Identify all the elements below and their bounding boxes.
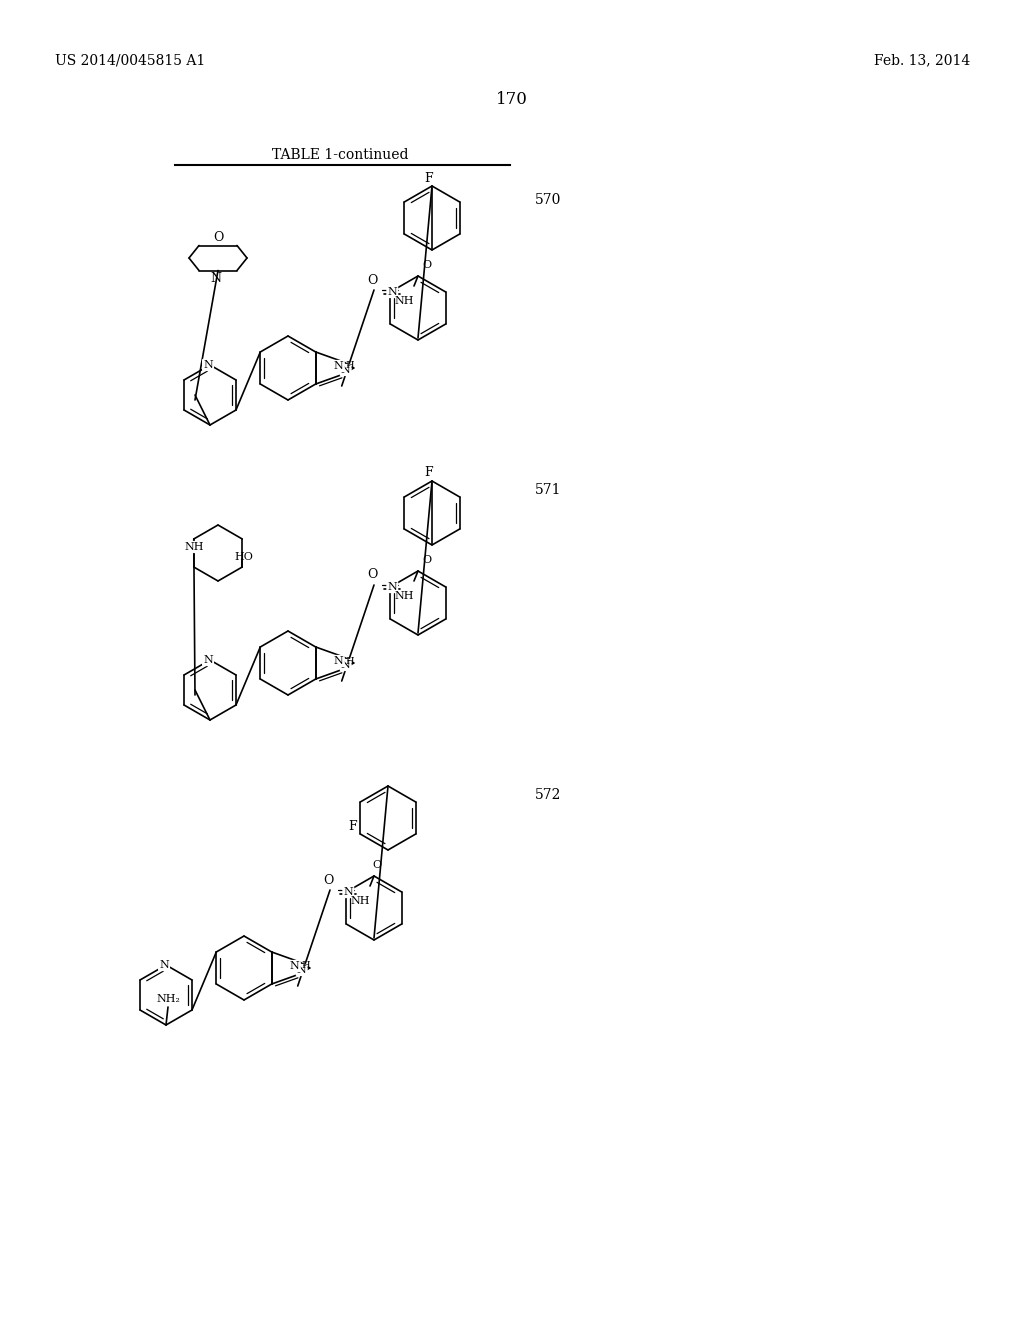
Text: 572: 572 [535,788,561,803]
Text: 570: 570 [535,193,561,207]
Text: N: N [203,360,213,370]
Text: NH: NH [394,591,414,601]
Text: N: N [334,656,344,667]
Text: F: F [425,466,433,479]
Text: NH: NH [184,543,204,552]
Text: 571: 571 [535,483,561,498]
Text: O: O [423,260,431,271]
Text: TABLE 1-continued: TABLE 1-continued [271,148,409,162]
Text: N: N [341,366,350,375]
Text: N: N [211,272,221,285]
Text: N: N [290,961,300,972]
Text: O: O [213,231,223,244]
Text: Feb. 13, 2014: Feb. 13, 2014 [873,53,970,67]
Text: N: N [203,655,213,665]
Text: O: O [323,874,333,887]
Text: O: O [367,273,377,286]
Text: N: N [387,582,397,591]
Text: O: O [423,554,431,565]
Text: N: N [343,887,353,898]
Text: NH: NH [350,896,370,906]
Text: N: N [159,960,169,970]
Text: N: N [297,965,306,975]
Text: H: H [301,961,310,970]
Text: NH: NH [394,296,414,306]
Text: H: H [345,656,354,665]
Text: H: H [345,362,354,371]
Text: US 2014/0045815 A1: US 2014/0045815 A1 [55,53,205,67]
Text: F: F [425,172,433,185]
Text: F: F [348,820,356,833]
Text: N: N [387,286,397,297]
Text: N: N [341,660,350,671]
Text: HO: HO [234,552,254,562]
Text: N: N [334,360,344,371]
Text: O: O [367,569,377,582]
Text: NH₂: NH₂ [156,994,180,1005]
Text: 170: 170 [496,91,528,108]
Text: O: O [373,861,382,870]
